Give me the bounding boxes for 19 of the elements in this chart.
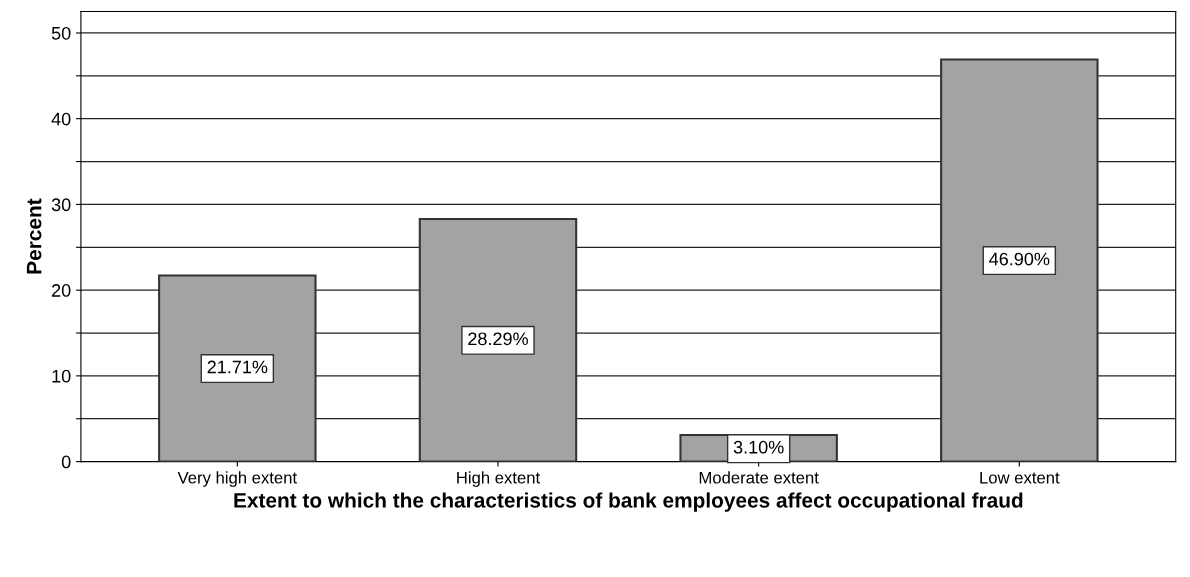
y-tick-label: 50	[51, 26, 71, 40]
y-tick-label: 30	[51, 198, 71, 212]
data-label: 46.90%	[989, 252, 1050, 266]
bar	[158, 274, 317, 462]
bar	[418, 218, 578, 462]
y-tick-label: 0	[61, 455, 71, 469]
y-tick-label: 10	[52, 369, 71, 383]
y-tick-label: 40	[51, 112, 71, 126]
x-tick-label: Very high extent	[177, 471, 297, 487]
x-tick-label: Low extent	[980, 471, 1060, 484]
data-label: 28.29%	[468, 332, 528, 346]
y-tick-label: 20	[52, 284, 71, 297]
x-tick-label: High extent	[457, 471, 541, 487]
x-tick-label: Moderate extent	[699, 471, 819, 484]
data-label: 21.71%	[207, 360, 268, 374]
y-axis-title: Percent	[26, 198, 42, 274]
bar	[940, 58, 1099, 462]
x-axis-title: Extent to which the characteristics of bank employees affect occupational fraud	[234, 492, 1023, 512]
data-label: 3.10%	[733, 440, 784, 454]
